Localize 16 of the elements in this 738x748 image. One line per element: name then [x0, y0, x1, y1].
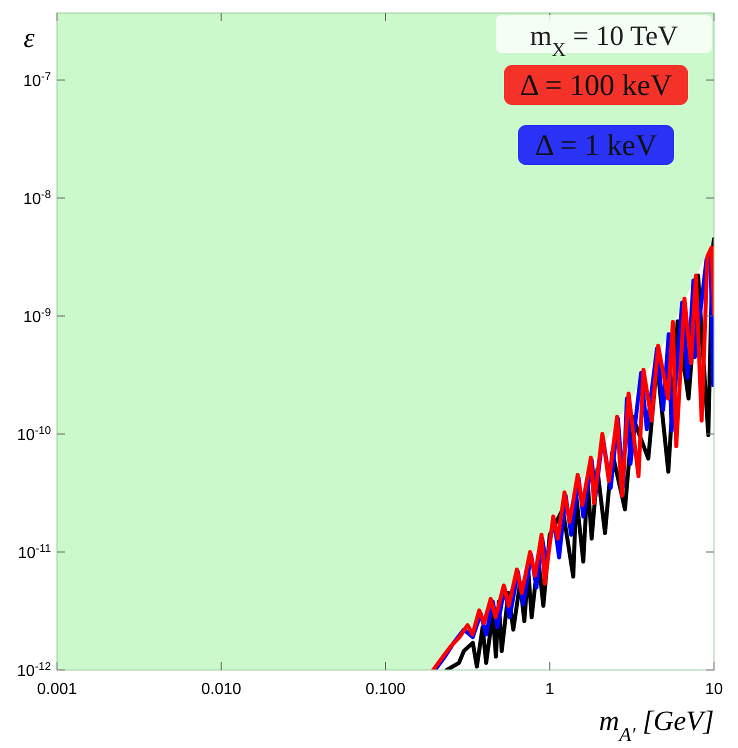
text: Δ = 100 keV [520, 69, 672, 102]
x-tick-label: 0.100 [365, 681, 406, 698]
y-tick-label: 10$^{-12}$ [17, 661, 51, 680]
y-tick-label: 10$^{-7}$ [23, 71, 51, 90]
x-axis-title: m$_{A′}$ [GeV] [598, 706, 714, 746]
text: Δ = 1 keV [534, 129, 658, 162]
y-tick-label: 10$^{-8}$ [23, 189, 51, 208]
y-axis-title: ε [23, 23, 35, 54]
y-tick-label: 10$^{-10}$ [17, 425, 51, 444]
y-tick-label: 10$^{-9}$ [23, 307, 51, 326]
x-tick-label: 10 [705, 681, 723, 698]
annotation: m$_{X}$ = 10 TeV [530, 21, 678, 60]
x-tick-label: 0.001 [36, 681, 78, 698]
x-tick-label: 0.010 [201, 681, 242, 698]
y-tick-label: 10$^{-11}$ [18, 543, 51, 562]
x-tick-label: 1 [545, 681, 554, 698]
